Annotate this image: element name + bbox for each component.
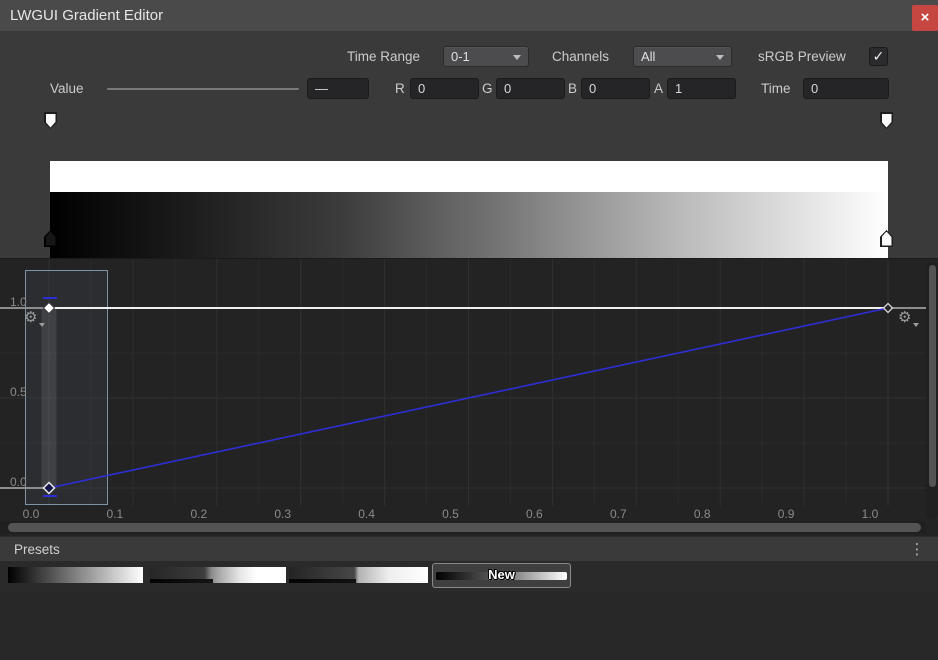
channels-dropdown[interactable]: All bbox=[633, 46, 732, 67]
preset-swatch-3[interactable] bbox=[289, 567, 428, 583]
x-tick-label: 0.9 bbox=[777, 507, 795, 521]
color-key-marker-right[interactable] bbox=[880, 230, 893, 247]
b-label: B bbox=[568, 81, 578, 96]
alpha-bar bbox=[150, 579, 213, 583]
x-tick-label: 0.5 bbox=[442, 507, 459, 521]
chevron-down-icon bbox=[39, 323, 45, 327]
selection-rect bbox=[25, 270, 108, 505]
value-slider[interactable] bbox=[107, 88, 299, 90]
close-button[interactable]: × bbox=[912, 5, 938, 31]
alpha-preview-strip[interactable] bbox=[50, 161, 888, 192]
y-tick-label: 1.0 bbox=[10, 295, 27, 309]
presets-menu-button[interactable]: ⋮ bbox=[905, 537, 929, 562]
y-tick-label: 0.5 bbox=[10, 385, 27, 399]
curve-svg[interactable] bbox=[0, 259, 938, 519]
x-tick-label: 0.2 bbox=[190, 507, 208, 521]
value-curve-line bbox=[48, 307, 889, 489]
time-field[interactable]: 0 bbox=[803, 78, 889, 99]
preset-swatch-1[interactable] bbox=[8, 567, 143, 583]
r-label: R bbox=[395, 81, 405, 96]
x-tick-label: 1.0 bbox=[861, 507, 879, 521]
gear-icon: ⚙ bbox=[24, 309, 38, 326]
title-bar: LWGUI Gradient Editor × bbox=[0, 0, 938, 32]
presets-header: Presets ⋮ bbox=[0, 536, 938, 562]
curve-options-button-right[interactable]: ⚙ bbox=[898, 309, 919, 327]
x-tick-label: 0.7 bbox=[609, 507, 627, 521]
x-tick-label: 0.4 bbox=[358, 507, 375, 521]
alpha-bar bbox=[289, 579, 356, 583]
preset-swatch-row: New bbox=[0, 561, 938, 592]
new-preset-label: New bbox=[488, 567, 515, 582]
selected-key-band bbox=[41, 308, 57, 488]
color-key-marker-left[interactable] bbox=[44, 230, 57, 247]
curve-key-diamond[interactable] bbox=[42, 301, 56, 315]
window-title: LWGUI Gradient Editor bbox=[10, 7, 164, 24]
x-tick-label: 0.0 bbox=[22, 507, 40, 521]
curve-editor[interactable]: 0.0 0.1 0.2 0.3 0.4 0.5 0.6 0.7 0.8 0.9 1.0 1.0 0.5 0… bbox=[0, 258, 938, 537]
horizontal-scrollbar[interactable] bbox=[0, 521, 926, 534]
srgb-preview-checkbox[interactable]: ✓ bbox=[869, 47, 888, 66]
close-icon: × bbox=[920, 9, 930, 26]
value-label: Value bbox=[50, 81, 84, 96]
value-field[interactable]: — bbox=[307, 78, 369, 99]
g-label: G bbox=[482, 81, 493, 96]
horizontal-scrollbar-thumb[interactable] bbox=[8, 523, 921, 532]
new-preset-button[interactable]: New bbox=[432, 563, 571, 588]
x-tick-label: 0.3 bbox=[274, 507, 292, 521]
presets-title: Presets bbox=[14, 542, 60, 557]
g-field[interactable]: 0 bbox=[496, 78, 565, 99]
alpha-key-marker-right[interactable] bbox=[880, 112, 893, 129]
curve-options-button-left[interactable]: ⚙ bbox=[24, 309, 45, 327]
x-tick-label: 0.8 bbox=[693, 507, 711, 521]
chevron-down-icon bbox=[513, 55, 521, 60]
chevron-down-icon bbox=[913, 323, 919, 327]
a-field[interactable]: 1 bbox=[667, 78, 736, 99]
srgb-preview-label: sRGB Preview bbox=[758, 49, 846, 64]
gradient-preview-strip[interactable] bbox=[50, 192, 888, 258]
channels-value: All bbox=[641, 49, 656, 64]
checkmark-icon: ✓ bbox=[872, 48, 885, 64]
channels-label: Channels bbox=[552, 49, 610, 64]
time-label: Time bbox=[761, 81, 791, 96]
r-field[interactable]: 0 bbox=[410, 78, 479, 99]
time-range-label: Time Range bbox=[347, 49, 421, 64]
control-panel: Time Range 0-1 Channels All sRGB Preview… bbox=[0, 31, 938, 258]
time-range-value: 0-1 bbox=[451, 49, 470, 64]
kebab-menu-icon: ⋮ bbox=[909, 541, 925, 558]
curve-key-diamond[interactable] bbox=[882, 302, 894, 314]
chevron-down-icon bbox=[716, 55, 724, 60]
vertical-scrollbar[interactable] bbox=[926, 261, 938, 519]
curve-key-diamond[interactable] bbox=[42, 481, 56, 495]
b-field[interactable]: 0 bbox=[581, 78, 650, 99]
time-range-dropdown[interactable]: 0-1 bbox=[443, 46, 529, 67]
new-preset-gradient bbox=[436, 572, 567, 580]
x-tick-label: 0.6 bbox=[526, 507, 543, 521]
y-tick-label: 0.0 bbox=[10, 475, 27, 489]
gear-icon: ⚙ bbox=[898, 309, 912, 326]
vertical-scrollbar-thumb[interactable] bbox=[928, 265, 936, 487]
a-label: A bbox=[654, 81, 664, 96]
alpha-key-marker-left[interactable] bbox=[44, 112, 57, 129]
x-tick-label: 0.1 bbox=[106, 507, 124, 521]
preset-swatch-2[interactable] bbox=[150, 567, 286, 583]
